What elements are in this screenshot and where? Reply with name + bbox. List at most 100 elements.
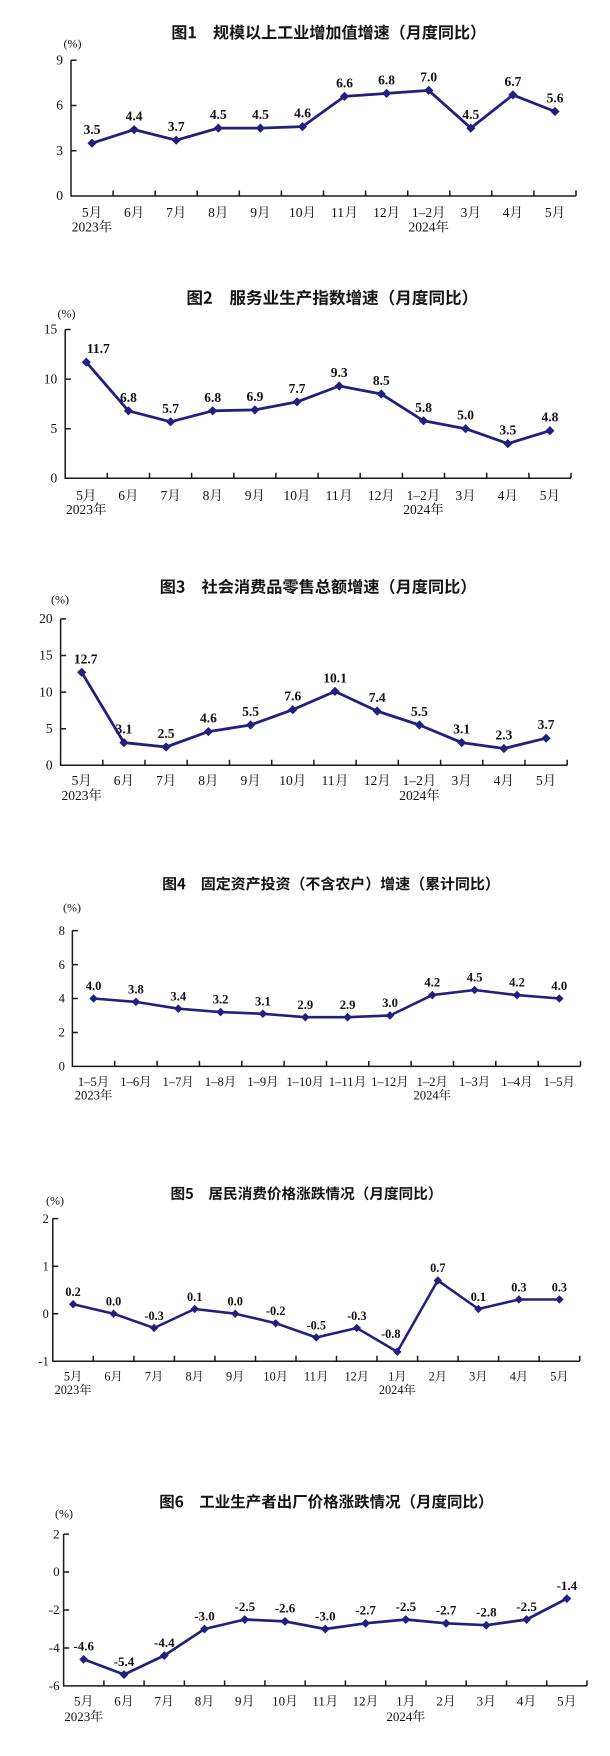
svg-text:5.6: 5.6 — [547, 91, 564, 106]
svg-text:8: 8 — [198, 773, 205, 788]
svg-text:5: 5 — [72, 773, 79, 788]
svg-text:1: 1 — [43, 1259, 49, 1273]
svg-text:6.8: 6.8 — [204, 390, 221, 405]
svg-text:3.2: 3.2 — [213, 993, 229, 1007]
svg-text:1: 1 — [388, 1370, 394, 1384]
svg-text:3.7: 3.7 — [538, 717, 555, 732]
svg-text:1–4: 1–4 — [501, 1075, 521, 1089]
svg-text:2024: 2024 — [379, 1383, 404, 1397]
svg-text:11: 11 — [326, 488, 339, 503]
svg-text:1–5: 1–5 — [78, 1075, 97, 1089]
svg-text:5: 5 — [76, 488, 83, 503]
svg-text:-2.8: -2.8 — [476, 1605, 497, 1620]
svg-text:15: 15 — [44, 322, 58, 337]
svg-text:4.2: 4.2 — [424, 976, 440, 990]
svg-text:4.8: 4.8 — [541, 410, 558, 425]
svg-text:7: 7 — [160, 488, 167, 503]
svg-text:6.6: 6.6 — [336, 75, 353, 90]
svg-text:5.5: 5.5 — [242, 704, 259, 719]
svg-text:6.8: 6.8 — [378, 72, 395, 87]
svg-text:2: 2 — [436, 1694, 443, 1709]
svg-text:2: 2 — [43, 1212, 49, 1226]
svg-text:2024: 2024 — [413, 1088, 439, 1102]
svg-text:-2.7: -2.7 — [436, 1603, 457, 1618]
svg-text:2024: 2024 — [399, 788, 426, 803]
svg-text:0.2: 0.2 — [65, 1285, 80, 1299]
svg-text:9: 9 — [226, 1370, 232, 1384]
svg-text:9: 9 — [245, 488, 252, 503]
svg-text:2024: 2024 — [403, 502, 430, 517]
svg-text:0.0: 0.0 — [228, 1295, 243, 1309]
svg-text:0: 0 — [59, 1060, 65, 1074]
svg-text:11: 11 — [304, 1370, 316, 1384]
svg-text:11: 11 — [312, 1694, 325, 1709]
svg-text:2024: 2024 — [408, 220, 435, 235]
svg-text:12: 12 — [364, 773, 378, 788]
svg-text:6.7: 6.7 — [504, 74, 521, 89]
svg-text:0: 0 — [56, 188, 63, 203]
svg-text:-2.5: -2.5 — [516, 1599, 537, 1614]
svg-text:4: 4 — [503, 205, 510, 220]
svg-text:4.0: 4.0 — [551, 979, 567, 993]
svg-text:-6: -6 — [49, 1678, 60, 1693]
svg-text:2023: 2023 — [55, 1383, 80, 1397]
svg-text:4.4: 4.4 — [126, 109, 143, 124]
svg-text:6.8: 6.8 — [120, 390, 137, 405]
svg-text:-1.4: -1.4 — [557, 1578, 578, 1593]
svg-text:2: 2 — [53, 1526, 60, 1541]
svg-text:7.6: 7.6 — [284, 689, 301, 704]
svg-text:0.1: 0.1 — [187, 1290, 202, 1304]
svg-text:8: 8 — [185, 1370, 191, 1384]
svg-text:4: 4 — [517, 1694, 524, 1709]
svg-text:2.5: 2.5 — [158, 726, 175, 741]
svg-text:1–10: 1–10 — [286, 1075, 311, 1089]
svg-text:5: 5 — [557, 1694, 564, 1709]
svg-text:9: 9 — [250, 205, 257, 220]
svg-text:5.5: 5.5 — [411, 704, 428, 719]
svg-text:1–8: 1–8 — [205, 1075, 224, 1089]
svg-text:3: 3 — [452, 773, 459, 788]
svg-text:3: 3 — [461, 205, 468, 220]
svg-text:6: 6 — [104, 1370, 110, 1384]
svg-text:2023: 2023 — [72, 220, 99, 235]
svg-text:0: 0 — [50, 471, 57, 486]
svg-text:1–7: 1–7 — [163, 1075, 182, 1089]
svg-text:2023: 2023 — [64, 1709, 90, 1724]
svg-text:-2: -2 — [49, 1602, 60, 1617]
svg-text:9: 9 — [235, 1694, 242, 1709]
svg-text:-0.2: -0.2 — [266, 1304, 285, 1318]
svg-text:2023: 2023 — [61, 788, 88, 803]
svg-text:10: 10 — [272, 1694, 285, 1709]
svg-text:10: 10 — [284, 488, 298, 503]
svg-text:7.7: 7.7 — [289, 381, 306, 396]
svg-text:9.3: 9.3 — [331, 365, 348, 380]
svg-text:1–5: 1–5 — [544, 1075, 563, 1089]
svg-text:0.3: 0.3 — [552, 1280, 567, 1294]
svg-text:2.9: 2.9 — [340, 998, 356, 1012]
svg-text:1–12: 1–12 — [371, 1075, 396, 1089]
svg-text:12.7: 12.7 — [74, 651, 98, 666]
svg-text:4.6: 4.6 — [200, 711, 217, 726]
svg-text:7: 7 — [156, 773, 163, 788]
svg-text:-4: -4 — [49, 1640, 60, 1655]
svg-text:5: 5 — [545, 205, 552, 220]
svg-text:6: 6 — [114, 1694, 121, 1709]
svg-text:6: 6 — [124, 205, 131, 220]
svg-text:1–2: 1–2 — [417, 1075, 436, 1089]
svg-text:8: 8 — [59, 924, 65, 938]
svg-text:4.6: 4.6 — [294, 106, 311, 121]
svg-text:10: 10 — [263, 1370, 275, 1384]
svg-text:(%): (%) — [63, 901, 81, 915]
svg-text:2023: 2023 — [75, 1088, 100, 1102]
svg-text:20: 20 — [39, 611, 53, 626]
svg-text:(%): (%) — [58, 306, 76, 320]
svg-text:7.0: 7.0 — [420, 69, 437, 84]
svg-text:-3.0: -3.0 — [315, 1608, 336, 1623]
svg-text:1–2: 1–2 — [403, 773, 423, 788]
svg-text:5: 5 — [82, 205, 89, 220]
svg-text:1–9: 1–9 — [247, 1075, 266, 1089]
svg-text:6: 6 — [118, 488, 125, 503]
svg-text:5: 5 — [540, 488, 547, 503]
svg-text:10: 10 — [39, 684, 53, 699]
svg-text:3.1: 3.1 — [255, 994, 271, 1008]
